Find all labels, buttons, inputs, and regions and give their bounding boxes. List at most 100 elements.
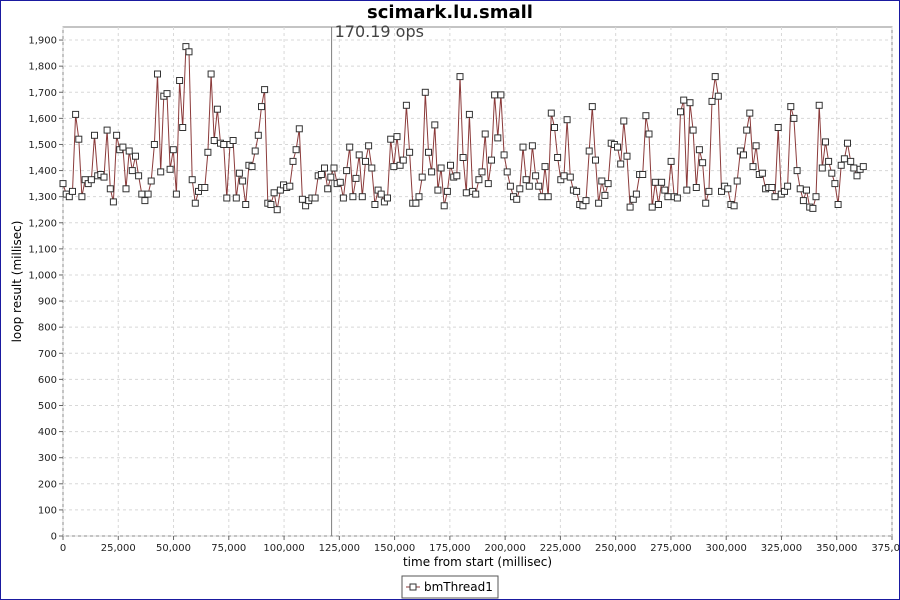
y-tick-label: 1,200 — [28, 218, 57, 229]
y-tick-label: 400 — [38, 427, 57, 438]
data-point — [818, 164, 826, 172]
y-tick-label: 300 — [38, 453, 57, 464]
data-point — [119, 143, 127, 151]
data-point — [793, 167, 801, 175]
data-point — [699, 159, 707, 167]
data-point — [825, 157, 833, 165]
data-point — [321, 164, 328, 172]
series-bmThread1 — [59, 43, 867, 214]
x-tick-label: 200,000 — [484, 543, 525, 554]
data-point — [213, 105, 221, 113]
data-point — [292, 146, 300, 154]
data-point — [298, 195, 306, 203]
data-point — [368, 164, 376, 172]
data-point — [677, 108, 684, 116]
data-point — [513, 195, 521, 203]
data-point — [207, 70, 215, 78]
y-tick-label: 700 — [38, 349, 57, 360]
data-point — [251, 147, 259, 155]
grid — [62, 27, 893, 537]
legend-marker-swatch — [409, 583, 417, 591]
data-point — [204, 148, 212, 156]
data-point — [525, 182, 533, 190]
data-point — [651, 178, 659, 186]
data-point — [837, 161, 845, 169]
data-point — [157, 168, 165, 176]
data-point — [617, 160, 625, 168]
data-point — [412, 199, 420, 207]
x-tick-label: 250,000 — [595, 543, 636, 554]
data-point — [223, 194, 231, 202]
data-point — [746, 109, 754, 117]
annotation-label: 170.19 ops — [335, 22, 424, 41]
data-point — [544, 193, 552, 201]
data-point — [623, 152, 631, 160]
data-point — [336, 178, 344, 186]
data-point — [588, 103, 596, 111]
data-point — [399, 156, 407, 164]
data-point — [639, 171, 647, 178]
y-tick-label: 1,700 — [28, 88, 57, 99]
data-point — [87, 176, 95, 184]
data-point — [78, 193, 86, 201]
data-point — [210, 137, 218, 144]
data-point — [349, 193, 357, 201]
data-point — [254, 131, 262, 139]
data-point — [488, 156, 495, 164]
data-point — [371, 201, 379, 208]
data-point — [614, 143, 621, 151]
data-point — [286, 182, 294, 190]
data-point — [758, 169, 766, 177]
data-point — [362, 157, 369, 165]
data-point — [317, 171, 325, 178]
data-point — [803, 186, 810, 194]
data-point — [393, 133, 401, 141]
data-point — [481, 130, 489, 138]
y-tick-label: 1,000 — [28, 270, 57, 281]
legend-entry-label: bmThread1 — [424, 580, 493, 594]
data-point — [343, 167, 351, 175]
data-point — [113, 131, 121, 139]
data-point — [330, 164, 338, 172]
data-point — [415, 193, 423, 201]
data-point — [109, 198, 117, 206]
data-point — [705, 187, 713, 195]
data-point — [75, 135, 83, 143]
data-point — [667, 157, 675, 165]
data-point — [172, 190, 180, 198]
data-point — [774, 124, 782, 131]
data-point — [740, 151, 747, 159]
data-point — [106, 185, 114, 193]
data-point — [456, 73, 464, 81]
data-point — [453, 172, 461, 180]
y-tick-label: 800 — [38, 323, 57, 334]
data-point — [595, 199, 603, 207]
data-point — [790, 114, 798, 122]
data-point — [163, 90, 171, 98]
data-point — [324, 185, 332, 193]
data-point — [365, 142, 373, 150]
data-point — [166, 165, 174, 173]
data-point — [176, 77, 184, 84]
data-point — [702, 199, 710, 207]
data-point — [128, 167, 136, 175]
data-point — [692, 184, 700, 191]
data-point — [179, 124, 187, 131]
data-point — [390, 163, 398, 171]
data-point — [547, 109, 555, 117]
data-point — [844, 139, 851, 147]
y-tick-label: 1,800 — [28, 62, 57, 73]
data-point — [632, 190, 640, 198]
data-point — [248, 163, 256, 171]
data-point — [840, 155, 848, 163]
data-point — [724, 185, 732, 193]
y-tick-label: 600 — [38, 375, 57, 386]
data-point — [554, 154, 562, 161]
x-tick-label: 125,000 — [319, 543, 360, 554]
data-point — [484, 180, 492, 188]
data-point — [711, 73, 719, 81]
y-tick-label: 1,500 — [28, 140, 57, 151]
data-point — [135, 172, 143, 180]
data-point — [541, 163, 549, 171]
data-point — [815, 101, 823, 109]
